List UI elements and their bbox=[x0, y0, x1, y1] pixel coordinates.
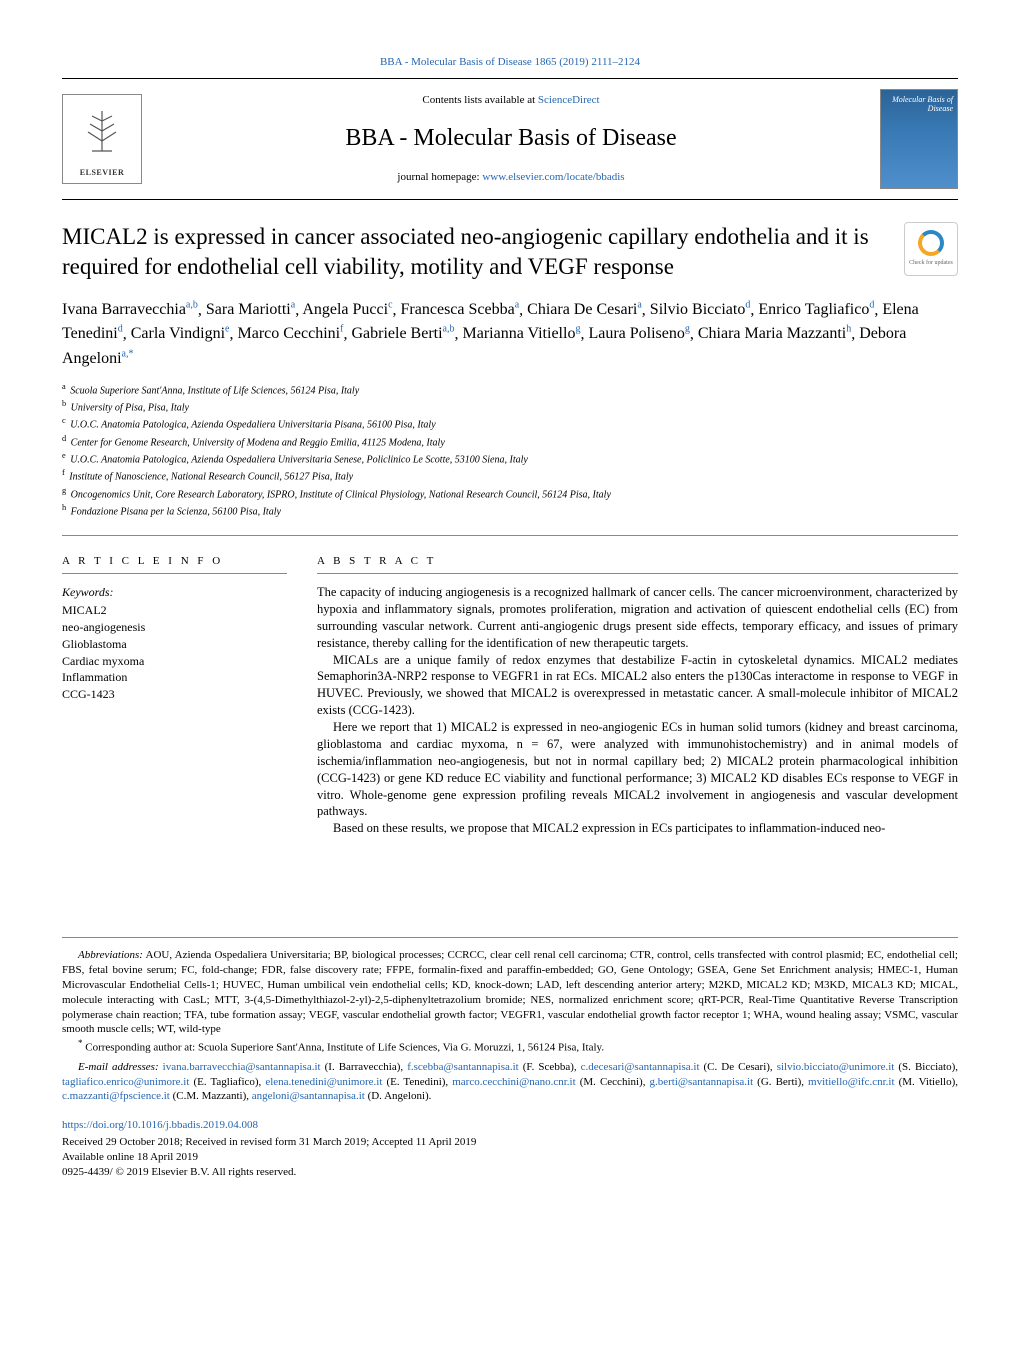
email-link[interactable]: mvitiello@ifc.cnr.it bbox=[808, 1076, 895, 1088]
author-affil-sup[interactable]: d bbox=[118, 324, 123, 335]
email-link[interactable]: tagliafico.enrico@unimore.it bbox=[62, 1076, 189, 1088]
email-link[interactable]: c.mazzanti@fpscience.it bbox=[62, 1090, 170, 1102]
article-title: MICAL2 is expressed in cancer associated… bbox=[62, 222, 904, 282]
copyright: 0925-4439/ © 2019 Elsevier B.V. All righ… bbox=[62, 1165, 958, 1180]
email-link[interactable]: g.berti@santannapisa.it bbox=[650, 1076, 754, 1088]
author-affil-sup[interactable]: a bbox=[637, 300, 641, 311]
abstract-body: The capacity of inducing angiogenesis is… bbox=[317, 584, 958, 837]
check-updates-icon bbox=[918, 230, 944, 256]
keyword: CCG-1423 bbox=[62, 686, 287, 703]
abstract-heading: A B S T R A C T bbox=[317, 554, 958, 569]
author-affil-sup[interactable]: a,b bbox=[186, 300, 198, 311]
email-link[interactable]: angeloni@santannapisa.it bbox=[252, 1090, 365, 1102]
keyword: MICAL2 bbox=[62, 602, 287, 619]
affiliation: c U.O.C. Anatomia Patologica, Azienda Os… bbox=[62, 415, 958, 432]
author: Ivana Barravecchiaa,b bbox=[62, 301, 198, 318]
corr-text: Corresponding author at: Scuola Superior… bbox=[83, 1042, 605, 1054]
author-affil-sup[interactable]: a,b bbox=[443, 324, 455, 335]
affiliation: d Center for Genome Research, University… bbox=[62, 433, 958, 450]
author: Laura Polisenog bbox=[588, 325, 689, 342]
journal-header: ELSEVIER Contents lists available at Sci… bbox=[62, 78, 958, 200]
author: Carla Vindignie bbox=[131, 325, 230, 342]
author: Gabriele Bertia,b bbox=[351, 325, 454, 342]
author: Sara Mariottia bbox=[206, 301, 295, 318]
author-affil-sup[interactable]: d bbox=[745, 300, 750, 311]
abbrev-text: AOU, Azienda Ospedaliera Universitaria; … bbox=[62, 949, 958, 1035]
abbrev-label: Abbreviations: bbox=[78, 949, 143, 961]
online-date: Available online 18 April 2019 bbox=[62, 1150, 958, 1165]
author: Francesca Scebbaa bbox=[401, 301, 520, 318]
publication-info: https://doi.org/10.1016/j.bbadis.2019.04… bbox=[62, 1118, 958, 1179]
keyword: neo-angiogenesis bbox=[62, 619, 287, 636]
keyword: Inflammation bbox=[62, 669, 287, 686]
elsevier-tree-icon bbox=[82, 95, 122, 168]
sciencedirect-link[interactable]: ScienceDirect bbox=[538, 94, 600, 106]
abstract-paragraph: The capacity of inducing angiogenesis is… bbox=[317, 584, 958, 652]
keyword: Cardiac myxoma bbox=[62, 653, 287, 670]
received-dates: Received 29 October 2018; Received in re… bbox=[62, 1135, 958, 1150]
homepage-link[interactable]: www.elsevier.com/locate/bbadis bbox=[482, 171, 624, 183]
contents-line: Contents lists available at ScienceDirec… bbox=[154, 93, 868, 108]
footer-block: Abbreviations: AOU, Azienda Ospedaliera … bbox=[62, 937, 958, 1104]
author-affil-sup[interactable]: a,* bbox=[122, 348, 134, 359]
homepage-line: journal homepage: www.elsevier.com/locat… bbox=[154, 170, 868, 185]
contents-prefix: Contents lists available at bbox=[422, 94, 537, 106]
affiliations-list: a Scuola Superiore Sant'Anna, Institute … bbox=[62, 381, 958, 520]
homepage-prefix: journal homepage: bbox=[397, 171, 482, 183]
author: Marco Cecchinif bbox=[238, 325, 344, 342]
elsevier-logo: ELSEVIER bbox=[62, 94, 142, 184]
author-affil-sup[interactable]: a bbox=[291, 300, 295, 311]
email-link[interactable]: elena.tenedini@unimore.it bbox=[265, 1076, 382, 1088]
affiliation: f Institute of Nanoscience, National Res… bbox=[62, 467, 958, 484]
author: Chiara De Cesaria bbox=[527, 301, 642, 318]
affiliation: e U.O.C. Anatomia Patologica, Azienda Os… bbox=[62, 450, 958, 467]
author-affil-sup[interactable]: g bbox=[685, 324, 690, 335]
article-info-heading: A R T I C L E I N F O bbox=[62, 554, 287, 569]
abbreviations: Abbreviations: AOU, Azienda Ospedaliera … bbox=[62, 948, 958, 1037]
corresponding-author: * Corresponding author at: Scuola Superi… bbox=[62, 1037, 958, 1056]
author: Chiara Maria Mazzantih bbox=[698, 325, 851, 342]
elsevier-label: ELSEVIER bbox=[80, 168, 124, 179]
keyword: Glioblastoma bbox=[62, 636, 287, 653]
author: Silvio Bicciatod bbox=[650, 301, 751, 318]
journal-citation: BBA - Molecular Basis of Disease 1865 (2… bbox=[62, 55, 958, 70]
email-link[interactable]: f.scebba@santannapisa.it bbox=[407, 1061, 519, 1073]
citation-link[interactable]: BBA - Molecular Basis of Disease 1865 (2… bbox=[380, 56, 640, 68]
doi-link[interactable]: https://doi.org/10.1016/j.bbadis.2019.04… bbox=[62, 1118, 958, 1133]
check-updates-badge[interactable]: Check for updates bbox=[904, 222, 958, 276]
author-affil-sup[interactable]: d bbox=[869, 300, 874, 311]
email-link[interactable]: silvio.bicciato@unimore.it bbox=[777, 1061, 895, 1073]
affiliation: h Fondazione Pisana per la Scienza, 5610… bbox=[62, 502, 958, 519]
check-updates-label: Check for updates bbox=[909, 259, 953, 267]
author-affil-sup[interactable]: e bbox=[225, 324, 229, 335]
email-addresses: E-mail addresses: ivana.barravecchia@san… bbox=[62, 1060, 958, 1105]
email-link[interactable]: ivana.barravecchia@santannapisa.it bbox=[163, 1061, 321, 1073]
journal-title: BBA - Molecular Basis of Disease bbox=[154, 122, 868, 154]
author-affil-sup[interactable]: a bbox=[515, 300, 519, 311]
email-label: E-mail addresses: bbox=[78, 1061, 163, 1073]
journal-cover-thumbnail: Molecular Basis of Disease bbox=[880, 89, 958, 189]
abstract-paragraph: Based on these results, we propose that … bbox=[317, 820, 958, 837]
keywords-label: Keywords: bbox=[62, 584, 287, 600]
abstract-paragraph: MICALs are a unique family of redox enzy… bbox=[317, 652, 958, 720]
abstract-paragraph: Here we report that 1) MICAL2 is express… bbox=[317, 719, 958, 820]
affiliation: b University of Pisa, Pisa, Italy bbox=[62, 398, 958, 415]
author: Marianna Vitiellog bbox=[463, 325, 581, 342]
cover-label: Molecular Basis of Disease bbox=[892, 95, 953, 113]
author-affil-sup[interactable]: h bbox=[846, 324, 851, 335]
author-affil-sup[interactable]: c bbox=[388, 300, 392, 311]
author-affil-sup[interactable]: f bbox=[340, 324, 343, 335]
author: Angela Puccic bbox=[302, 301, 392, 318]
affiliation: a Scuola Superiore Sant'Anna, Institute … bbox=[62, 381, 958, 398]
email-link[interactable]: marco.cecchini@nano.cnr.it bbox=[452, 1076, 575, 1088]
author-affil-sup[interactable]: g bbox=[575, 324, 580, 335]
author: Enrico Tagliaficod bbox=[758, 301, 874, 318]
email-link[interactable]: c.decesari@santannapisa.it bbox=[581, 1061, 700, 1073]
author-list: Ivana Barravecchiaa,b, Sara Mariottia, A… bbox=[62, 298, 958, 371]
affiliation: g Oncogenomics Unit, Core Research Labor… bbox=[62, 485, 958, 502]
